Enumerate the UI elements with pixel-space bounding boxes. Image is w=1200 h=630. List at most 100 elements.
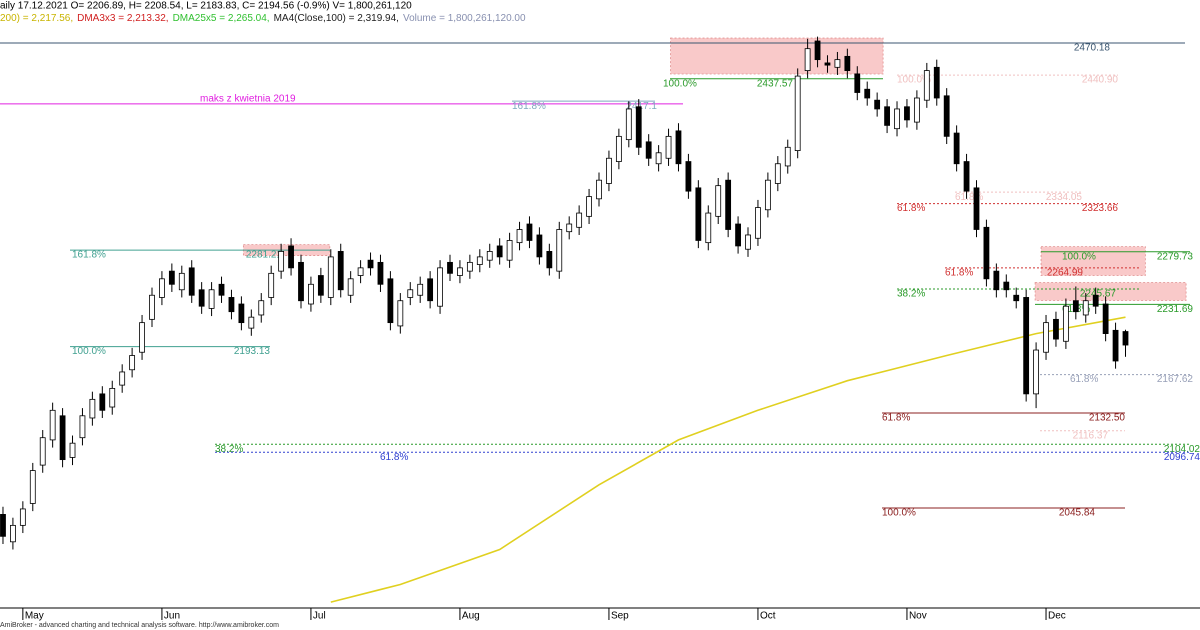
level-percent: 61.8% <box>1070 374 1098 385</box>
candle-body <box>337 251 344 291</box>
candle-body <box>39 437 46 466</box>
candle-body <box>566 223 573 233</box>
candle-body <box>49 409 56 441</box>
candle-body <box>1112 329 1119 362</box>
level-price: 2045.84 <box>1059 508 1096 519</box>
candle-body <box>735 223 741 247</box>
candle-body <box>943 95 950 137</box>
level-price: 2132.50 <box>1089 413 1126 424</box>
level-price: 2245.67 <box>1080 289 1117 300</box>
level-price: 2167.62 <box>1157 374 1194 385</box>
candle-body <box>824 62 831 66</box>
candle-body <box>665 135 672 159</box>
candle-body <box>874 99 881 110</box>
candle-body <box>864 88 871 99</box>
level-price: 2264.99 <box>1047 268 1084 279</box>
candle-body <box>268 272 275 298</box>
candle-body <box>168 270 175 285</box>
candle-body <box>1062 305 1069 342</box>
candle-body <box>913 97 920 123</box>
candle-body <box>258 300 265 316</box>
candle-body <box>635 106 642 148</box>
candle-body <box>407 289 414 298</box>
candle-body <box>993 270 1000 291</box>
candle-body <box>606 157 612 184</box>
footer: AmiBroker - advanced charting and techni… <box>0 622 279 629</box>
x-tick-label: Sep <box>611 611 629 622</box>
candle-body <box>814 40 821 61</box>
candle-body <box>933 66 940 99</box>
candle-body <box>447 261 453 274</box>
level-price: 2437.57 <box>757 78 794 89</box>
candle-body <box>1003 281 1010 291</box>
candle-body <box>99 393 106 411</box>
legend-entry: 200) = 2,217.56, <box>0 13 73 24</box>
candle-body <box>596 179 602 200</box>
level-percent: 61.8% <box>955 192 983 203</box>
candle-body <box>139 322 145 353</box>
candle-body <box>904 106 910 121</box>
candle-body <box>278 251 285 272</box>
candle-body <box>347 278 354 296</box>
candle-body <box>615 135 622 162</box>
level-price: 2440.90 <box>1082 75 1119 86</box>
legend-entry: DMA25x5 = 2,265.04, <box>173 13 270 24</box>
candle-body <box>119 371 126 386</box>
candle-body <box>29 470 36 504</box>
level-price: 2334.05 <box>1046 192 1083 203</box>
candle-body <box>387 278 394 324</box>
candle-body <box>486 251 493 261</box>
candle-body <box>695 187 702 241</box>
legend-entry: DMA3x3 = 2,213.32, <box>77 13 168 24</box>
candle-body <box>586 196 592 217</box>
candle-body <box>178 272 185 291</box>
level-price: 2417.1 <box>626 101 657 112</box>
level-price: 2323.66 <box>1082 203 1119 214</box>
level-percent: 100.0% <box>1062 251 1096 262</box>
candle-body <box>149 294 155 320</box>
candle-body <box>1082 300 1089 316</box>
candle-body <box>983 226 990 280</box>
candle-body <box>784 146 791 167</box>
candle-body <box>506 240 513 261</box>
level-percent: 100.0% <box>663 78 697 89</box>
candle-body <box>109 387 116 408</box>
candle-body <box>238 303 245 324</box>
candle-body <box>645 141 652 159</box>
x-tick-label: Jun <box>164 611 180 622</box>
candle-body <box>764 179 771 211</box>
level-percent: 61.8% <box>897 203 925 214</box>
candle-body <box>854 73 861 93</box>
x-tick-label: Nov <box>909 611 927 622</box>
candle-body <box>953 132 960 165</box>
candle-body <box>228 297 235 313</box>
level-price: 2116.37 <box>1073 430 1109 441</box>
candle-body <box>516 229 523 244</box>
x-tick-label: May <box>25 611 44 622</box>
candle-body <box>685 161 692 192</box>
legend-entry: MA4(Close,100) = 2,319.94, <box>274 13 399 24</box>
level-price: 2281.21 <box>246 250 283 261</box>
zone <box>1034 282 1187 301</box>
candle-body <box>794 75 801 151</box>
moving-average <box>330 316 1126 603</box>
candle-body <box>317 275 324 296</box>
candle-body <box>59 415 66 461</box>
candle-body <box>89 398 96 419</box>
candle-body <box>0 514 6 537</box>
level-percent: 61.8% <box>882 413 910 424</box>
candle-body <box>715 185 722 217</box>
candle-body <box>1122 331 1129 346</box>
candle-body <box>10 524 16 543</box>
candle-body <box>208 289 215 309</box>
x-tick-label: Aug <box>462 611 480 622</box>
candle-body <box>705 212 712 244</box>
candle-body <box>327 256 334 298</box>
candle-body <box>576 212 583 228</box>
candle-body <box>894 108 900 130</box>
candle-body <box>69 442 76 458</box>
candle-body <box>427 278 434 302</box>
level-price: 2096.74 <box>1164 452 1200 463</box>
candle-body <box>675 130 682 165</box>
candle-body <box>129 355 136 371</box>
